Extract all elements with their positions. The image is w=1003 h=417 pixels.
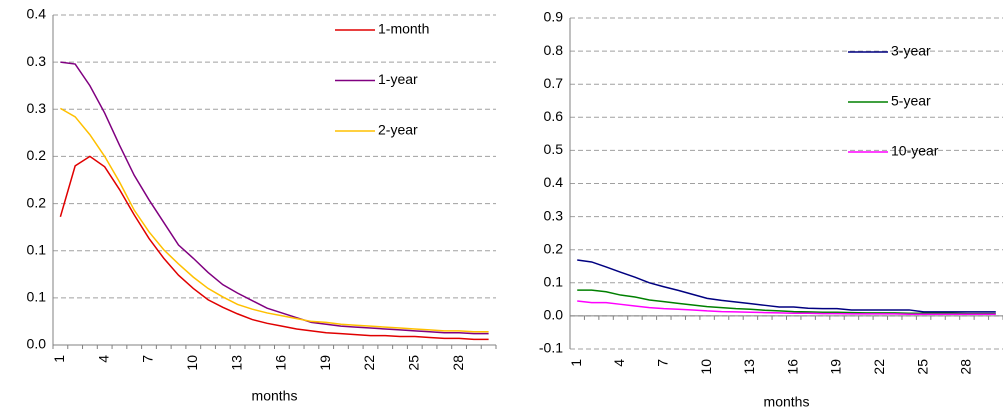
x-tick-label: 28 bbox=[958, 359, 974, 375]
series-line bbox=[59, 155, 489, 341]
x-tick-label: 25 bbox=[914, 359, 930, 375]
x-tick-label: 16 bbox=[273, 355, 289, 371]
x-axis-title: months bbox=[252, 388, 298, 404]
series-line bbox=[577, 289, 996, 315]
legend-label: 1-month bbox=[378, 21, 429, 37]
x-tick-label: 1 bbox=[51, 355, 67, 363]
y-tick-label: 0.5 bbox=[544, 141, 564, 157]
x-tick-label: 19 bbox=[828, 359, 844, 375]
y-tick-label: 0.9 bbox=[544, 9, 564, 25]
x-tick-label: 10 bbox=[184, 355, 200, 371]
legend-label: 1-year bbox=[378, 71, 418, 87]
x-tick-label: 19 bbox=[317, 355, 333, 371]
x-tick-label: 4 bbox=[95, 355, 111, 363]
y-tick-label: 0.3 bbox=[27, 53, 47, 69]
x-tick-label: 13 bbox=[228, 355, 244, 371]
y-tick-label: 0.0 bbox=[544, 307, 564, 323]
x-tick-label: 1 bbox=[568, 359, 584, 367]
y-tick-label: 0.8 bbox=[544, 42, 564, 58]
y-tick-label: 0.2 bbox=[27, 147, 47, 163]
y-tick-label: 0.4 bbox=[544, 174, 564, 190]
series-line bbox=[577, 259, 996, 313]
y-tick-label: 0.1 bbox=[27, 289, 47, 305]
y-tick-label: 0.7 bbox=[544, 75, 564, 91]
legend-label: 3-year bbox=[891, 43, 931, 59]
y-tick-label: 0.2 bbox=[544, 240, 564, 256]
y-tick-label: 0.1 bbox=[27, 241, 47, 257]
y-tick-label: 0.3 bbox=[27, 100, 47, 116]
x-tick-label: 28 bbox=[450, 355, 466, 371]
x-axis-title: months bbox=[764, 394, 810, 410]
series-line bbox=[60, 107, 489, 333]
series-line bbox=[60, 61, 489, 335]
legend-label: 2-year bbox=[378, 122, 418, 138]
y-tick-label: 0.3 bbox=[544, 207, 564, 223]
y-tick-label: 0.2 bbox=[27, 194, 47, 210]
x-tick-label: 22 bbox=[871, 359, 887, 375]
legend-label: 10-year bbox=[891, 143, 939, 159]
x-tick-label: 25 bbox=[405, 355, 421, 371]
series-line bbox=[577, 300, 996, 315]
x-tick-label: 10 bbox=[698, 359, 714, 375]
y-tick-label: -0.1 bbox=[539, 340, 563, 356]
x-tick-label: 7 bbox=[140, 355, 156, 363]
x-tick-label: 4 bbox=[611, 359, 627, 367]
y-tick-label: 0.6 bbox=[544, 108, 564, 124]
x-tick-label: 7 bbox=[655, 359, 671, 367]
x-tick-label: 13 bbox=[741, 359, 757, 375]
x-tick-label: 16 bbox=[784, 359, 800, 375]
x-tick-label: 22 bbox=[361, 355, 377, 371]
y-tick-label: 0.4 bbox=[27, 6, 47, 22]
y-tick-label: 0.0 bbox=[27, 336, 47, 352]
legend-label: 5-year bbox=[891, 93, 931, 109]
y-tick-label: 0.1 bbox=[544, 274, 564, 290]
